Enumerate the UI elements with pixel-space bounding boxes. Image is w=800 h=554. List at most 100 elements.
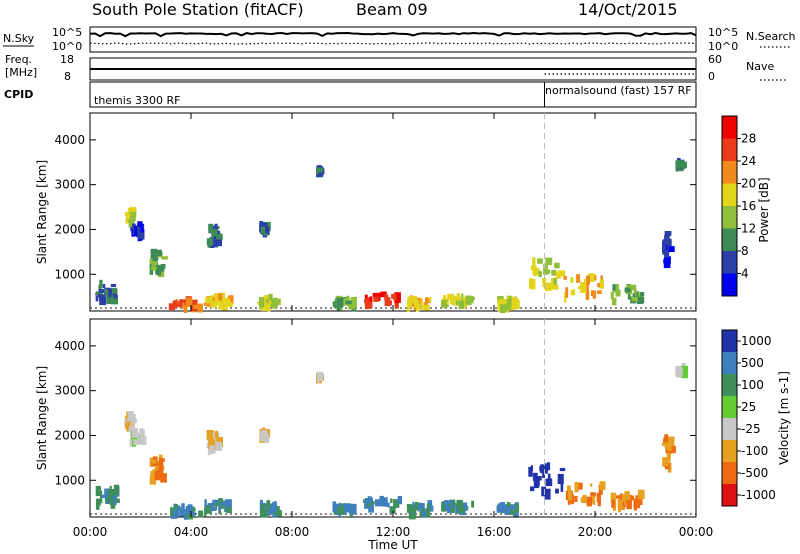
- colorbar-cell: [722, 462, 737, 484]
- heatmap-cell: [533, 479, 539, 489]
- heatmap-cell: [458, 300, 465, 309]
- heatmap-cell: [545, 282, 552, 291]
- heatmap-cell: [445, 301, 449, 305]
- heatmap-cell: [218, 293, 223, 301]
- heatmap-patch: [497, 295, 520, 313]
- colorbar-tick-label: 1000: [741, 334, 772, 348]
- heatmap-cell: [137, 221, 143, 232]
- heatmap-cell: [139, 429, 145, 435]
- power-heatmap: 1000 2000 3000 4000 Slant Range [km]: [35, 112, 697, 313]
- heatmap-cell: [170, 507, 174, 516]
- heatmap-cell: [542, 282, 548, 288]
- heatmap-cell: [224, 299, 231, 307]
- heatmap-cell: [553, 277, 558, 289]
- heatmap-cell: [462, 502, 468, 511]
- heatmap-cell: [636, 296, 643, 305]
- heatmap-cell: [591, 495, 595, 504]
- nave-tick-bottom: 0: [708, 70, 715, 83]
- heatmap-cell: [222, 292, 226, 301]
- colorbar-tick-label: -1000: [741, 488, 776, 502]
- heatmap-cell: [191, 512, 197, 516]
- freq-tick-bottom: 8: [64, 70, 71, 83]
- heatmap-cell: [371, 501, 375, 505]
- heatmap-cell: [95, 291, 100, 295]
- heatmap-cell: [412, 501, 415, 508]
- heatmap-cell: [574, 495, 578, 502]
- heatmap-cell: [451, 502, 456, 506]
- heatmap-cell: [337, 506, 343, 515]
- heatmap-cell: [182, 305, 188, 310]
- x-axis-title: Time UT: [367, 538, 418, 552]
- heatmap-cell: [260, 504, 266, 508]
- heatmap-patch: [661, 434, 676, 473]
- velocity-ylabel: Slant Range [km]: [35, 366, 49, 470]
- heatmap-cell: [263, 295, 271, 303]
- colorbar-cell: [722, 418, 737, 440]
- heatmap-cell: [586, 496, 592, 507]
- heatmap-cell: [450, 503, 455, 508]
- heatmap-cell: [567, 485, 571, 492]
- heatmap-cell: [580, 497, 587, 503]
- heatmap-cell: [259, 431, 264, 441]
- heatmap-cell: [138, 226, 141, 236]
- heatmap-cell: [106, 297, 113, 304]
- heatmap-cell: [317, 376, 320, 381]
- heatmap-cell: [379, 497, 382, 501]
- heatmap-cell: [127, 425, 133, 432]
- heatmap-cell: [105, 289, 109, 299]
- heatmap-cell: [506, 502, 511, 509]
- heatmap-cell: [661, 442, 669, 446]
- heatmap-patch: [206, 223, 223, 248]
- heatmap-cell: [544, 463, 548, 474]
- heatmap-cell: [172, 300, 178, 308]
- heatmap-cell: [456, 499, 463, 508]
- nave-tick-top: 60: [708, 53, 722, 66]
- colorbar-cell: [722, 116, 737, 139]
- heatmap-cell: [168, 303, 176, 311]
- heatmap-cell: [547, 462, 551, 471]
- heatmap-cell: [187, 504, 193, 514]
- heatmap-cell: [509, 509, 515, 515]
- heatmap-cell: [585, 289, 590, 300]
- velocity-colorbar-frame: [721, 329, 738, 507]
- heatmap-cell: [210, 507, 217, 511]
- heatmap-cell: [124, 418, 129, 427]
- cpid-frame: [89, 81, 697, 108]
- heatmap-cell: [393, 499, 399, 508]
- heatmap-cell: [545, 478, 553, 487]
- velocity-colorbar-ticks: 1000 500 100 25 -25 -100 -500 -1000: [737, 334, 776, 502]
- heatmap-cell: [471, 500, 474, 508]
- heatmap-cell: [428, 505, 434, 512]
- colorbar-cell: [722, 374, 737, 396]
- x-tick-label: 20:00: [578, 525, 613, 539]
- heatmap-cell: [137, 232, 145, 240]
- heatmap-cell: [543, 269, 551, 274]
- heatmap-patch: [170, 503, 204, 520]
- heatmap-cell: [675, 160, 679, 169]
- colorbar-tick-label: 25: [741, 400, 756, 414]
- heatmap-cell: [666, 452, 670, 464]
- heatmap-cell: [543, 264, 548, 275]
- heatmap-cell: [126, 420, 132, 427]
- heatmap-patch: [406, 295, 432, 312]
- heatmap-cell: [127, 417, 133, 421]
- heatmap-cell: [502, 299, 508, 309]
- heatmap-cell: [461, 293, 464, 303]
- heatmap-cell: [130, 422, 134, 430]
- heatmap-cell: [563, 275, 567, 280]
- heatmap-cell: [539, 465, 546, 472]
- heatmap-cell: [212, 297, 215, 301]
- heatmap-cell: [210, 301, 217, 308]
- heatmap-cell: [207, 238, 211, 248]
- colorbar-tick-label: 12: [741, 222, 756, 236]
- heatmap-cell: [316, 167, 323, 173]
- heatmap-cell: [225, 499, 232, 508]
- heatmap-cell: [565, 287, 569, 298]
- heatmap-cell: [134, 226, 138, 236]
- power-colorbar-cells: [722, 116, 737, 296]
- heatmap-cell: [154, 471, 161, 481]
- heatmap-cell: [214, 502, 218, 511]
- power-ylabel: Slant Range [km]: [35, 160, 49, 264]
- heatmap-cell: [113, 484, 120, 495]
- nsearch-tick-top: 10^5: [708, 26, 738, 39]
